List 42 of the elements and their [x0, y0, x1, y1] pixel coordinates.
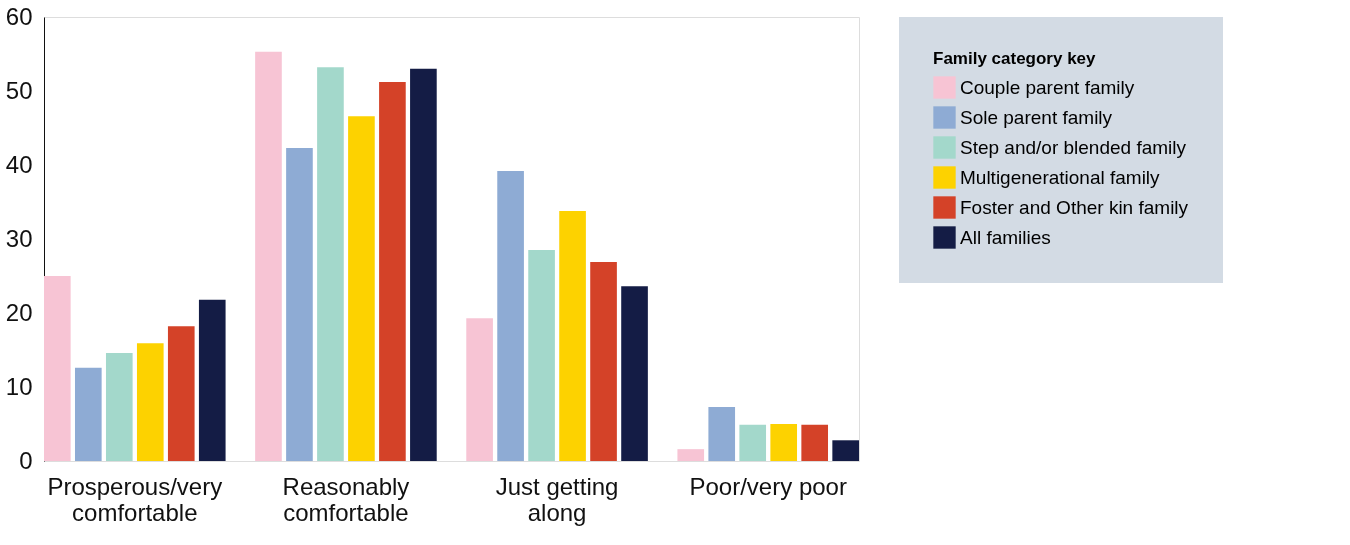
bar: [497, 170, 524, 461]
bar: [677, 449, 705, 461]
y-tick-label: 10: [5, 372, 33, 400]
bar: [317, 67, 344, 461]
y-tick-label: 40: [5, 150, 33, 178]
y-tick-label: 50: [5, 76, 33, 104]
y-tick-label: 20: [5, 298, 33, 326]
bar: [255, 51, 282, 461]
bar: [198, 299, 226, 461]
legend-label: All families: [960, 226, 1051, 248]
bar: [44, 276, 71, 461]
bar: [559, 210, 586, 461]
bar: [621, 286, 648, 461]
bar: [832, 440, 859, 461]
bar: [739, 424, 767, 461]
x-tick-label: Prosperous/very comfortable: [47, 472, 223, 526]
bar: [74, 367, 102, 461]
bar: [801, 424, 829, 461]
bar: [105, 352, 133, 461]
bar: [770, 424, 798, 461]
legend-label: Sole parent family: [960, 106, 1113, 128]
bar: [466, 318, 493, 461]
bar: [590, 261, 617, 461]
bar: [528, 250, 555, 461]
bar: [136, 343, 164, 461]
bar: [410, 68, 437, 461]
legend-label: Foster and Other kin family: [960, 196, 1189, 218]
bar: [708, 406, 736, 461]
legend-label: Step and/or blended family: [960, 136, 1187, 158]
x-tick-label: Reasonably comfortable: [282, 472, 410, 526]
x-tick-label: Just getting along: [495, 472, 619, 526]
x-tick-label: Poor/very poor: [689, 472, 847, 500]
bar: [167, 326, 195, 461]
legend-label: Couple parent family: [960, 76, 1135, 98]
legend-label: Multigenerational family: [960, 166, 1161, 188]
y-tick-label: 0: [19, 446, 33, 474]
y-tick-label: 60: [5, 2, 33, 30]
legend-title: Family category key: [933, 49, 1097, 68]
bar: [379, 82, 406, 461]
bar: [348, 116, 375, 461]
bar: [286, 147, 313, 461]
y-tick-label: 30: [5, 224, 33, 252]
